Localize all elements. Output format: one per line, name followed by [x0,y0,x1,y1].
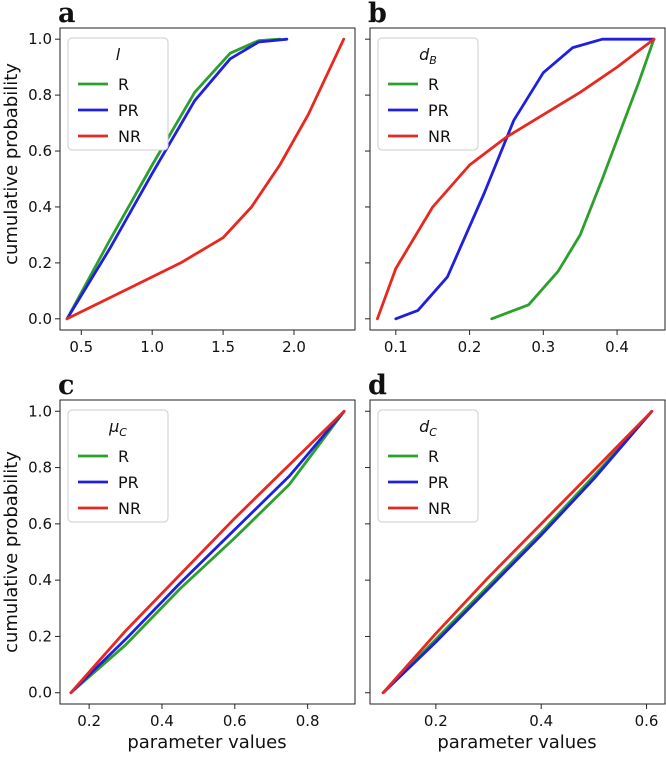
series-line-PR [69,409,346,695]
y-tick-label: 0.4 [28,198,52,216]
legend-label-NR: NR [428,127,451,146]
legend-box-b [377,37,479,151]
series-line-PR [394,37,656,321]
x-axis-title-left: parameter values [127,732,286,753]
series-line-PR [381,409,654,695]
x-tick-label: 2.0 [282,338,306,356]
x-tick-label: 0.6 [635,712,659,730]
legend-box-a [67,37,169,151]
legend-label-PR: PR [118,101,139,120]
x-tick-label: 1.5 [211,338,235,356]
legend-subscript: B [429,54,437,67]
legend-label-NR: NR [118,127,141,146]
legend-label-R: R [118,75,129,94]
legend-subscript: C [429,426,437,439]
x-tick-label: 0.2 [77,712,101,730]
legend-box-d [377,409,479,523]
panel-letter-b: b [368,0,387,29]
legend-title-a: l [116,45,121,64]
x-tick-label: 0.4 [150,712,174,730]
x-tick-label: 0.6 [223,712,247,730]
y-axis-title-bottom: cumulative probability [1,451,22,653]
legend-label-PR: PR [118,473,139,492]
plot-frame-a [59,27,356,331]
legend-box-c [67,409,169,523]
legend-label-R: R [428,447,439,466]
panel-letter-d: d [368,370,387,401]
panel-letter-c: c [58,370,74,401]
x-tick-label: 0.5 [69,338,93,356]
legend-label-PR: PR [428,473,449,492]
legend-label-NR: NR [118,499,141,518]
x-tick-label: 1.0 [140,338,164,356]
plot-frame-c [59,399,356,705]
plot-frame-b [369,27,666,331]
y-tick-label: 1.0 [28,402,52,420]
y-tick-label: 0.6 [28,142,52,160]
y-tick-label: 0.8 [28,86,52,104]
x-tick-label: 0.4 [605,338,629,356]
x-tick-label: 0.3 [531,338,555,356]
series-line-NR [376,37,656,321]
y-tick-label: 0.0 [28,310,52,328]
legend-label-R: R [118,447,129,466]
series-line-R [69,409,346,695]
legend-label-PR: PR [428,101,449,120]
x-tick-label: 0.8 [296,712,320,730]
y-tick-label: 0.8 [28,459,52,477]
legend-label-NR: NR [428,499,451,518]
x-tick-label: 0.4 [529,712,553,730]
legend-label-R: R [428,75,439,94]
x-tick-label: 0.2 [458,338,482,356]
y-tick-label: 0.2 [28,627,52,645]
y-tick-label: 0.4 [28,571,52,589]
plot-frame-d [369,399,666,705]
x-tick-label: 0.2 [424,712,448,730]
x-tick-label: 0.1 [384,338,408,356]
y-tick-label: 0.0 [28,684,52,702]
series-line-NR [65,37,346,321]
panel-a: a 0.5 1.0 1.5 2.0 0.0 0.2 0.4 0.6 0.8 1.0 lR PR NR [28,0,356,356]
y-tick-label: 0.2 [28,254,52,272]
panel-letter-a: a [58,0,76,29]
y-tick-label: 0.6 [28,515,52,533]
series-line-R [490,37,656,321]
series-line-NR [69,409,346,695]
series-line-R [381,409,654,695]
y-axis-title-top: cumulative probability [1,63,22,265]
series-line-NR [381,409,654,695]
legend-subscript: C [119,426,127,439]
y-tick-label: 1.0 [28,30,52,48]
x-axis-title-right: parameter values [437,732,596,753]
series-line-PR [65,37,289,321]
